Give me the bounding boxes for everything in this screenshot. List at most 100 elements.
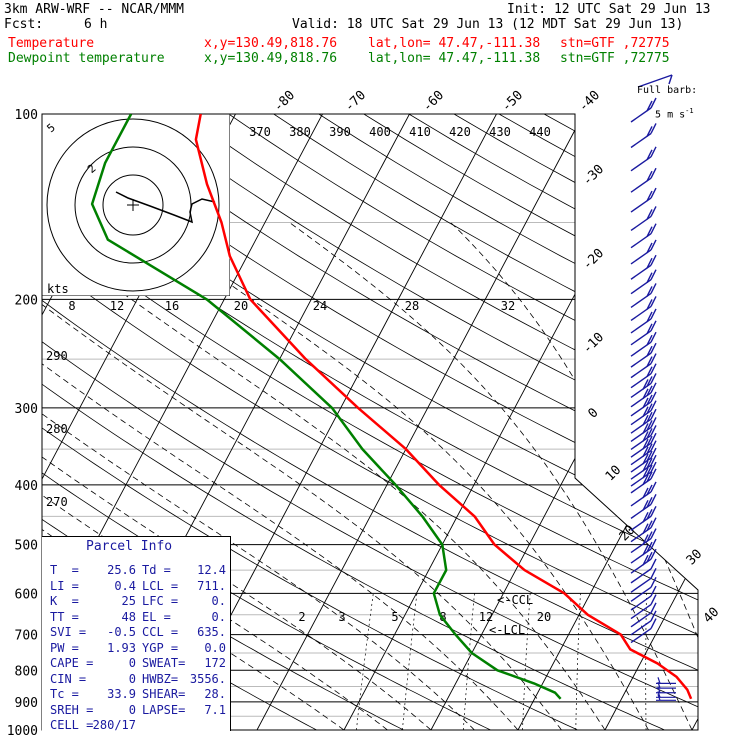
wind-barb: [630, 254, 657, 280]
wind-barb-staff: [630, 586, 652, 602]
wind-barb-flag: [646, 497, 653, 508]
parcel-field-value: 25: [121, 594, 136, 608]
wind-barb-flag: [646, 457, 653, 469]
wind-barb-flag: [642, 438, 649, 450]
theta-label: 390: [329, 125, 351, 139]
dewpoint-legend-latlon: lat,lon= 47.47,-111.38: [368, 51, 541, 66]
wind-barb: [630, 146, 657, 172]
parcel-field-label: LCL =: [142, 578, 179, 593]
wind-barb: [630, 548, 657, 574]
wind-barb-flag: [646, 435, 653, 447]
parcel-field-value: 28.: [204, 687, 226, 701]
wind-barb-flag: [646, 443, 653, 454]
wind-barb-flag: [646, 190, 653, 202]
moist-adiabat-line: [42, 222, 345, 730]
pressure-tick-label: 600: [15, 587, 38, 602]
barb-key-units: 5 m s: [655, 109, 686, 121]
wind-barb-flag: [646, 272, 653, 284]
dry-adiabat-line: [48, 114, 698, 730]
wind-barb-flag: [650, 382, 657, 394]
moist-adiabat-line: [143, 222, 649, 730]
wind-barb: [630, 123, 657, 149]
wind-barb: [630, 577, 657, 602]
parcel-field-label: LAPSE=: [142, 702, 186, 717]
wind-barb: [630, 391, 657, 417]
parcel-field-label: Td =: [142, 563, 171, 577]
wind-barb-flag: [650, 187, 657, 199]
wind-barb-flag: [650, 391, 657, 403]
wind-barb: [630, 602, 657, 628]
parcel-field-value: 12.4: [197, 563, 226, 577]
parcel-field-value: 635.: [197, 625, 226, 639]
wind-barb: [630, 528, 657, 554]
parcel-field-value: 280/17: [92, 718, 136, 732]
hodograph-speed-tick: 16: [165, 299, 179, 313]
wind-barb-staff: [630, 628, 652, 644]
mixing-ratio-line: [402, 593, 418, 730]
dry-adiabat-line: [42, 114, 698, 730]
wind-barb-flag: [646, 471, 653, 483]
parcel-field-value: 172: [204, 656, 226, 670]
pressure-tick-label: 100: [15, 108, 38, 123]
isotherm-label: -20: [580, 246, 607, 273]
isotherm-label: -30: [580, 162, 607, 189]
pressure-tick-label: 200: [15, 293, 38, 308]
wind-barb-flag: [642, 500, 649, 511]
hodograph-ring: [102, 174, 164, 236]
parcel-field-label: Tc =: [50, 687, 79, 701]
wind-barb-flag: [642, 388, 649, 400]
parcel-field-value: 0.: [211, 594, 226, 608]
wind-barb-flag: [650, 331, 657, 343]
isotherm-label: -40: [576, 88, 603, 115]
pressure-tick-label: 700: [15, 629, 38, 644]
wind-barb-flag: [650, 558, 657, 570]
wind-barb-flag: [646, 334, 653, 346]
wind-barb: [630, 187, 657, 213]
hodograph-speed-tick: 8: [68, 299, 75, 313]
parcel-field-label: TT =: [50, 609, 79, 624]
wind-barb-flag: [642, 379, 649, 390]
wind-barb: [630, 517, 657, 543]
wind-barb-lowlevel-flag: [657, 677, 661, 684]
mixing-ratio-label: 2: [298, 610, 305, 624]
wind-barb: [630, 447, 657, 473]
dry-adiabat-line: [273, 114, 698, 730]
wind-barb-flag: [646, 286, 653, 297]
temperature-legend-stn: stn=GTF ,72775: [560, 36, 670, 51]
wind-barb-flag: [642, 544, 649, 556]
wind-barb-flag: [650, 517, 657, 528]
wind-barb: [630, 308, 657, 334]
wind-barb: [630, 567, 657, 593]
parcel-field-value: 1.93: [107, 640, 136, 655]
wind-barb: [630, 223, 657, 249]
wind-barb-flag: [646, 450, 653, 462]
wind-barb-flag: [650, 468, 657, 480]
hodograph-units-label: kts: [47, 282, 69, 296]
wind-barb: [630, 558, 657, 584]
wind-barb-flag: [650, 296, 657, 307]
parcel-field-value: 0: [128, 702, 136, 717]
wind-barb-flag: [650, 146, 657, 158]
wind-barb-flag: [642, 423, 649, 434]
wind-barb: [630, 468, 657, 494]
wind-barb-flag: [646, 242, 653, 254]
moist-adiabat-line: [450, 222, 698, 730]
parcel-field-label: SVI =: [50, 625, 87, 639]
isotherm-line: [691, 114, 698, 730]
fcst-label: Fcst:: [4, 17, 44, 32]
parcel-field-value: 3556.: [189, 671, 226, 686]
wind-barb: [630, 206, 657, 232]
ccl-marker-label: <-CCL: [497, 593, 533, 607]
dewpoint-profile-line: [90, 114, 562, 700]
parcel-field-value: 7.1: [204, 702, 226, 717]
model-title: 3km ARW-WRF -- NCAR/MMM: [4, 2, 185, 17]
wind-barb-lowlevel-flag: [657, 694, 661, 701]
parcel-info-title: Parcel Info: [86, 539, 173, 554]
parcel-field-label: SHEAR=: [142, 687, 186, 701]
dry-adiabat-line: [42, 114, 698, 730]
hodograph-speed-tick: 20: [234, 299, 248, 313]
isotherm-label: 40: [701, 605, 723, 627]
mixing-ratio-line: [645, 593, 647, 730]
pressure-tick-label: 1000: [7, 724, 38, 739]
